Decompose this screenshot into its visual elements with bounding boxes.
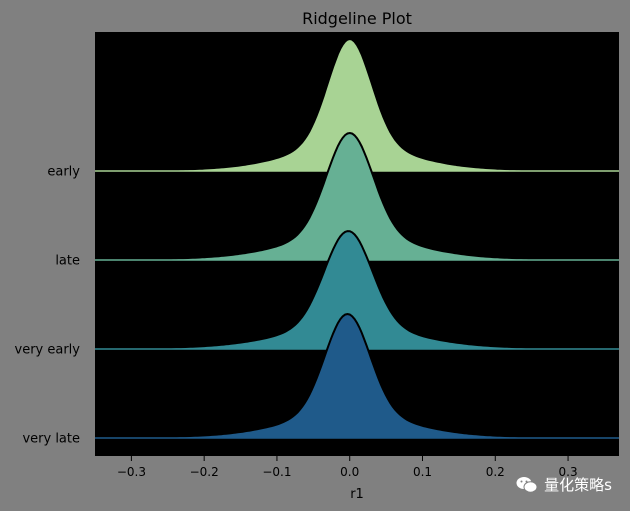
ridge-outline-late [95, 131, 619, 261]
x-tick-label: 0.2 [486, 465, 505, 479]
watermark-text: 量化策略s [544, 476, 612, 494]
x-tick-label: 0.1 [413, 465, 432, 479]
ridge-area-very-early [95, 231, 619, 349]
category-labels: early late very early very late [15, 165, 81, 447]
watermark: 量化策略s [516, 474, 612, 495]
x-tick-label: −0.2 [190, 465, 219, 479]
category-label: late [55, 254, 80, 269]
ridge-area-late [95, 133, 619, 260]
category-label: very early [15, 343, 81, 358]
x-tick-label: 0.0 [340, 465, 359, 479]
ridge-area-early [95, 39, 619, 171]
ridge-area-very-late [95, 314, 619, 438]
x-axis: −0.3 −0.2 −0.1 0.0 0.1 0.2 0.3 [117, 456, 578, 479]
x-tick-label: −0.1 [262, 465, 291, 479]
category-label: early [47, 165, 80, 180]
ridges-group [94, 37, 620, 439]
ridge-outline-very-early [94, 230, 619, 350]
chart-title: Ridgeline Plot [302, 9, 412, 28]
wechat-icon [516, 476, 538, 493]
ridge-outline-very-late [95, 312, 620, 439]
x-tick-label: −0.3 [117, 465, 146, 479]
ridge-outline-early [95, 37, 620, 172]
x-tick-label: 0.3 [559, 465, 578, 479]
x-axis-label: r1 [350, 487, 364, 502]
category-label: very late [22, 432, 80, 447]
